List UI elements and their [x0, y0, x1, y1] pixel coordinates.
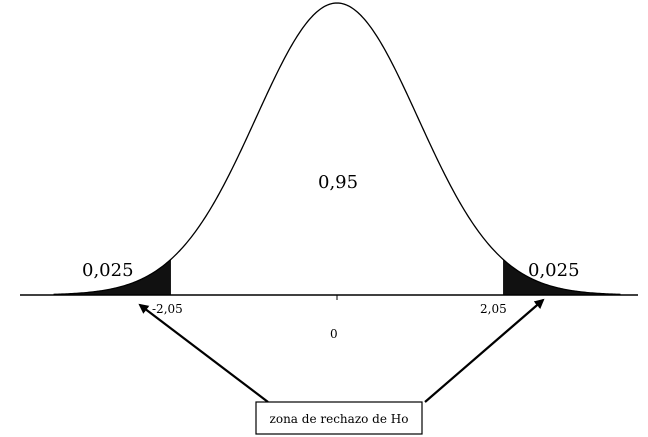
left-rejection-tail	[53, 259, 171, 295]
right-arrow	[424, 298, 545, 403]
normal-curve	[53, 2, 621, 296]
center-area-label: 0,95	[318, 172, 358, 193]
right-rejection-tail	[503, 259, 621, 295]
right-tail-area-label: 0,025	[528, 260, 580, 281]
rejection-zone-label: zona de rechazo de Ho	[270, 412, 409, 426]
left-tail-area-label: 0,025	[82, 260, 134, 281]
rejection-zone-box	[255, 401, 423, 435]
left-critical-label: -2,05	[152, 302, 183, 316]
mean-label: 0	[330, 327, 338, 341]
right-critical-label: 2,05	[480, 302, 507, 316]
left-arrow	[138, 303, 269, 403]
